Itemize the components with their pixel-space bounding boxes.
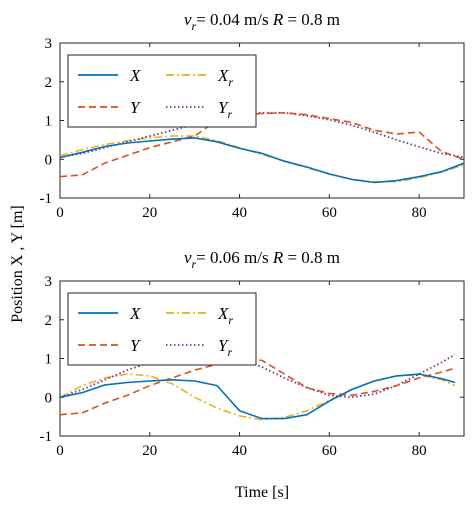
y-tick-label: 0 xyxy=(45,390,53,406)
legend-box xyxy=(67,54,257,128)
legend-label: Yr xyxy=(218,98,232,121)
title-rest: = 0.06 m/s xyxy=(196,248,273,267)
x-tick-label: 60 xyxy=(322,443,337,459)
legend-label-main: X xyxy=(129,304,141,323)
legend-label-sub: r xyxy=(227,107,232,121)
y-tick-label: 2 xyxy=(45,313,53,329)
legend-label-sub: r xyxy=(228,75,233,89)
legend-label-main: X xyxy=(217,304,229,323)
y-axis-label: Position X , Y [m] xyxy=(9,205,26,322)
legend-label: Y xyxy=(130,98,141,117)
x-tick-label: 60 xyxy=(322,205,337,221)
title-v: v xyxy=(184,248,192,267)
legend-label-main: Y xyxy=(218,98,229,117)
title-sub: r xyxy=(192,257,197,271)
y-tick-label: 0 xyxy=(45,152,53,168)
series-line-x xyxy=(60,373,456,420)
subplot-title: vr= 0.04 m/s R = 0.8 m xyxy=(184,10,340,33)
legend-label-main: Y xyxy=(130,98,141,117)
y-tick-label: 3 xyxy=(45,274,53,290)
x-tick-label: 40 xyxy=(232,443,247,459)
series-line-x xyxy=(60,137,464,184)
series-line-y-r xyxy=(60,351,456,399)
y-tick-label: -1 xyxy=(40,429,53,445)
title-rest: = 0.04 m/s xyxy=(196,10,273,29)
legend-label: Y xyxy=(130,336,141,355)
legend-box xyxy=(67,292,257,366)
x-tick-label: 80 xyxy=(412,205,427,221)
subplot-title: vr= 0.06 m/s R = 0.8 m xyxy=(184,248,340,271)
title-R: R xyxy=(272,248,284,267)
legend-label: X xyxy=(129,66,141,85)
x-tick-label: 0 xyxy=(56,205,64,221)
y-tick-label: 1 xyxy=(45,352,53,368)
title-rest2: = 0.8 m xyxy=(283,10,340,29)
title-sub: r xyxy=(192,19,197,33)
legend-label-main: Y xyxy=(130,336,141,355)
y-tick-label: 1 xyxy=(45,114,53,130)
x-tick-label: 80 xyxy=(412,443,427,459)
x-tick-label: 20 xyxy=(142,443,157,459)
legend-label: Xr xyxy=(217,304,233,327)
y-tick-label: -1 xyxy=(40,191,53,207)
series-line-y xyxy=(60,112,464,178)
legend-label-sub: r xyxy=(228,313,233,327)
x-tick-label: 40 xyxy=(232,205,247,221)
title-R: R xyxy=(272,10,284,29)
legend-label-main: X xyxy=(129,66,141,85)
y-tick-label: 2 xyxy=(45,75,53,91)
legend-label-main: X xyxy=(217,66,229,85)
y-tick-label: 3 xyxy=(45,36,53,52)
x-tick-label: 0 xyxy=(56,443,64,459)
series-line-y-r xyxy=(60,111,464,159)
series-line-y xyxy=(60,357,456,416)
x-tick-label: 20 xyxy=(142,205,157,221)
legend-label-main: Y xyxy=(218,336,229,355)
legend-label: Xr xyxy=(217,66,233,89)
title-v: v xyxy=(184,10,192,29)
x-axis-label: Time [s] xyxy=(235,484,289,501)
legend-label: X xyxy=(129,304,141,323)
title-rest2: = 0.8 m xyxy=(283,248,340,267)
legend-label: Yr xyxy=(218,336,232,359)
legend-label-sub: r xyxy=(227,345,232,359)
series-line-x-r xyxy=(60,135,464,183)
